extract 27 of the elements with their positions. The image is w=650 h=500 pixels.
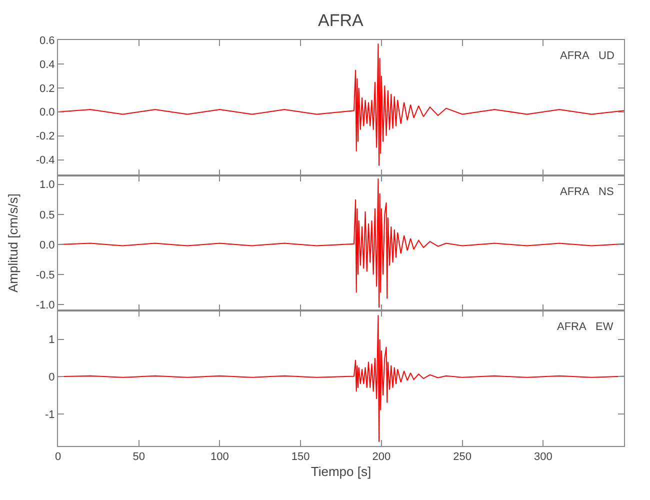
annotation: AFRA NS [560, 186, 614, 198]
y-tick-label: 0 [48, 372, 55, 384]
chart-title: AFRA [318, 11, 364, 30]
x-tick-label: 50 [132, 451, 145, 464]
y-tick-label: -0.5 [36, 269, 55, 282]
x-tick-label: 250 [453, 451, 472, 464]
line-series [58, 43, 624, 166]
y-tick-label: 0.2 [40, 82, 55, 95]
y-tick-label: 1 [48, 334, 55, 346]
x-tick-label: 300 [534, 451, 552, 464]
y-tick-label: 0.4 [40, 58, 55, 71]
y-tick-label: -0.4 [36, 154, 55, 167]
y-tick-label: 0.0 [40, 106, 55, 119]
x-axis-title: Tiempo [s] [310, 464, 372, 479]
x-tick-label: 200 [372, 451, 391, 464]
y-tick-label: -1.0 [36, 300, 55, 312]
y-tick-label: 0.5 [40, 209, 55, 222]
y-axis-title: Amplitud [cm/s/s] [6, 194, 20, 292]
x-tick-label: 100 [210, 451, 229, 464]
annotation: AFRA EW [557, 321, 614, 333]
y-tick-label: 0.6 [40, 34, 55, 47]
y-tick-label: -1 [45, 408, 55, 421]
y-tick-label: 1.0 [40, 179, 55, 192]
y-tick-label: 0.0 [40, 239, 55, 252]
y-tick-label: -0.2 [36, 130, 55, 143]
x-tick-label: 150 [291, 451, 310, 464]
annotation: AFRA UD [560, 50, 614, 62]
